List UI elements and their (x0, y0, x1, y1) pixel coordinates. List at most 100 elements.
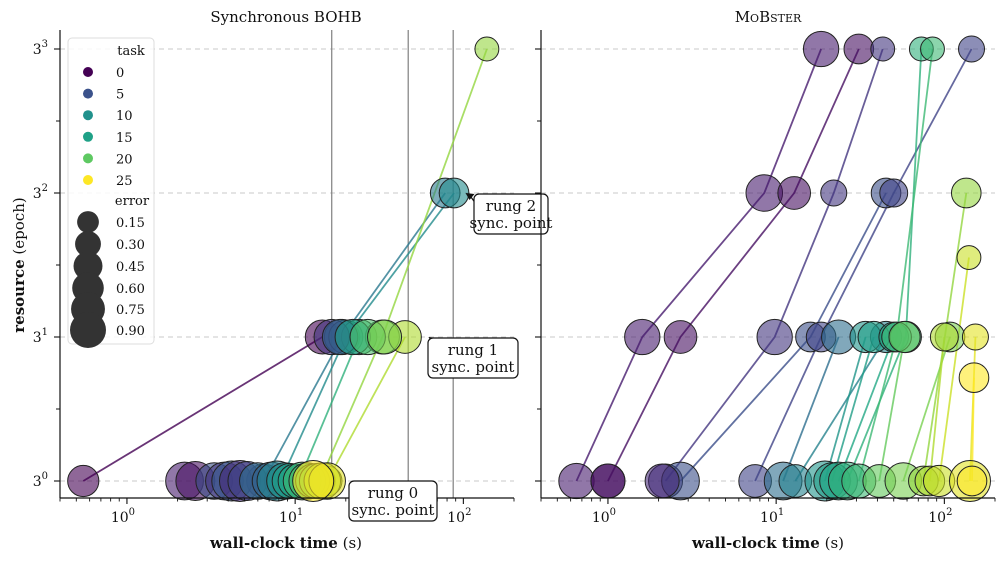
legend-error-marker (75, 231, 101, 257)
y-tick-label: 32 (33, 183, 48, 202)
left-xlabel-unit: (s) (343, 534, 362, 552)
annotation-line1: rung 0 (368, 484, 418, 502)
data-point (961, 323, 989, 351)
data-point (920, 36, 945, 62)
data-point (292, 459, 335, 503)
data-point (957, 35, 986, 63)
left-ylabel-main: resource (10, 259, 28, 332)
annotation-line1: rung 1 (448, 341, 498, 359)
legend-error-marker (70, 312, 106, 348)
trace-line (297, 336, 360, 482)
trace-line (794, 336, 887, 482)
legend-error-label: 0.75 (116, 303, 145, 318)
right-xlabel: wall-clock time (s) (691, 534, 844, 552)
legend-error-label: 0.90 (116, 324, 145, 339)
data-point (624, 318, 661, 356)
left-xlabel-main: wall-clock time (209, 534, 338, 552)
legend-task-label: 10 (116, 109, 133, 124)
trace-line (754, 48, 973, 482)
x-tick-label: 102 (928, 507, 952, 526)
legend-error-label: 0.15 (116, 216, 145, 231)
data-point (367, 319, 403, 355)
legend-error-title: error (115, 194, 150, 209)
legend-error-marker (77, 211, 99, 233)
left-points (67, 36, 500, 503)
right-panel-title: MoBster (735, 8, 802, 26)
x-tick-label: 101 (760, 507, 784, 526)
legend-task-label: 0 (116, 66, 124, 81)
data-point (950, 177, 982, 209)
annotation-box (348, 480, 438, 522)
data-point (929, 322, 959, 352)
left-ylabel: resource (epoch) (10, 197, 28, 332)
legend-task-marker (83, 131, 93, 142)
data-point (777, 176, 812, 210)
trace-line (782, 336, 840, 482)
data-point (802, 30, 840, 68)
trace-line (326, 336, 406, 482)
trace-line (857, 48, 934, 482)
legend-error-marker (73, 251, 103, 281)
x-tick-label: 101 (279, 507, 303, 526)
trace-line (837, 336, 895, 482)
annotation-line2: sync. point (432, 358, 515, 376)
data-point (558, 462, 595, 500)
right-panel: MoBster 100 101 102 wall-clock time (s) (535, 8, 996, 552)
data-point (870, 36, 896, 62)
trace-line (824, 336, 867, 482)
annotation-box (427, 337, 519, 379)
data-point (745, 174, 784, 212)
annotation-arrowhead (465, 193, 475, 200)
annotation-line1: rung 2 (486, 197, 536, 215)
legend-task-marker (83, 67, 93, 77)
right-gridlines (541, 48, 995, 482)
data-point (956, 245, 982, 270)
data-point (590, 463, 626, 499)
legend-task-marker (83, 88, 93, 99)
left-title-smallcaps: BOHB (314, 8, 362, 26)
trace-line (831, 336, 875, 482)
annotation-box (473, 193, 549, 235)
data-point (843, 33, 875, 65)
right-points (558, 30, 991, 503)
right-xlabel-main: wall-clock time (691, 534, 820, 552)
left-panel-title: Synchronous BOHB (210, 8, 361, 26)
trace-line (318, 48, 488, 482)
right-axes: 100 101 102 (535, 30, 996, 526)
y-tick-label: 33 (33, 39, 48, 58)
legend-task-label: 15 (116, 131, 133, 146)
legend-task-marker (83, 175, 93, 185)
trace-line (664, 48, 884, 482)
data-point (956, 465, 988, 497)
legend-task-label: 20 (116, 152, 133, 167)
legend-task-title: task (117, 44, 145, 59)
data-point (879, 178, 909, 208)
data-point (438, 177, 470, 209)
legend-error-label: 0.45 (116, 260, 145, 275)
trace-line (938, 257, 970, 482)
data-point (820, 179, 848, 207)
legend-task-label: 25 (116, 174, 133, 189)
data-point (644, 463, 680, 499)
trace-line (928, 336, 946, 482)
x-tick-label: 100 (592, 507, 616, 526)
right-trace-lines (575, 48, 977, 482)
annotation-line2: sync. point (352, 501, 435, 519)
trace-line (607, 48, 860, 482)
data-point (663, 320, 698, 354)
legend: task 0 5 10 15 20 25 error 0.15 0.30 0.45 0.60 0.75 0… (67, 37, 155, 348)
left-ylabel-unit: (epoch) (10, 197, 28, 254)
trace-line (878, 336, 906, 482)
legend-error-label: 0.60 (116, 282, 145, 297)
x-tick-label: 102 (447, 507, 471, 526)
x-tick-label: 100 (111, 507, 135, 526)
data-point (888, 320, 921, 354)
legend-task-label: 5 (116, 88, 124, 103)
right-title-smallcaps: MoBster (735, 8, 802, 26)
trace-line (575, 48, 822, 482)
left-title-main: Synchronous (210, 8, 314, 26)
